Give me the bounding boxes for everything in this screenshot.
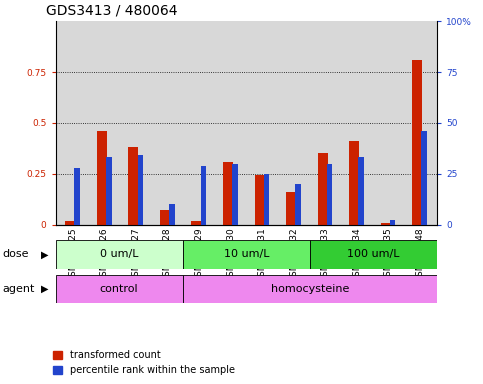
Bar — [191, 220, 201, 225]
Bar — [106, 157, 112, 225]
Bar — [349, 141, 359, 225]
Bar — [327, 164, 332, 225]
Bar — [138, 156, 143, 225]
Text: GDS3413 / 480064: GDS3413 / 480064 — [46, 4, 177, 18]
Text: 100 um/L: 100 um/L — [347, 249, 400, 260]
Text: agent: agent — [2, 284, 35, 294]
Bar — [160, 210, 170, 225]
Bar — [381, 223, 391, 225]
Bar — [318, 154, 327, 225]
Bar — [412, 60, 422, 225]
Bar — [183, 240, 310, 269]
Text: ▶: ▶ — [41, 249, 48, 260]
Text: ▶: ▶ — [41, 284, 48, 294]
Bar — [390, 220, 396, 225]
Bar — [223, 162, 233, 225]
Bar — [56, 240, 183, 269]
Bar — [97, 131, 107, 225]
Bar — [358, 157, 364, 225]
Bar — [421, 131, 427, 225]
Text: homocysteine: homocysteine — [271, 284, 349, 294]
Text: 10 um/L: 10 um/L — [224, 249, 269, 260]
Bar — [183, 275, 437, 303]
Bar — [65, 220, 75, 225]
Text: control: control — [100, 284, 139, 294]
Bar — [232, 164, 238, 225]
Bar — [128, 147, 139, 225]
Bar — [264, 174, 270, 225]
Bar — [169, 204, 175, 225]
Bar — [310, 240, 437, 269]
Text: dose: dose — [2, 249, 29, 260]
Bar — [200, 166, 206, 225]
Legend: transformed count, percentile rank within the sample: transformed count, percentile rank withi… — [53, 351, 235, 375]
Bar — [56, 275, 183, 303]
Bar — [255, 175, 265, 225]
Bar — [295, 184, 301, 225]
Bar — [286, 192, 296, 225]
Bar — [74, 168, 80, 225]
Text: 0 um/L: 0 um/L — [100, 249, 139, 260]
